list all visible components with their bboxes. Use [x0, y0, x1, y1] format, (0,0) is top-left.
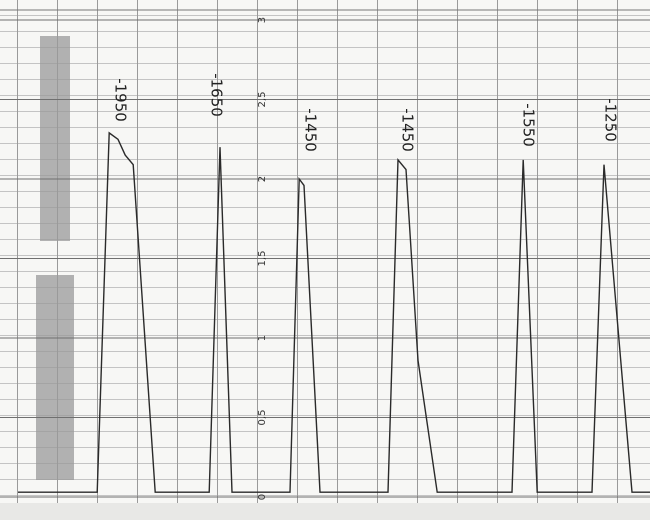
y-tick-label: 3	[257, 17, 268, 23]
y-tick-label: 2,5	[257, 92, 268, 108]
annotation: -1250	[602, 98, 620, 142]
annotation: -1550	[520, 103, 538, 147]
annotation: -1450	[302, 108, 320, 152]
y-tick-label: 0,5	[257, 410, 268, 426]
annotation: -1450	[399, 108, 417, 152]
paper-edge	[0, 503, 650, 520]
tape-strip	[36, 275, 74, 480]
y-tick-label: 1	[257, 335, 268, 341]
annotation: -1950	[112, 78, 130, 122]
annotation: -1650	[208, 73, 226, 117]
trace-line	[18, 131, 650, 493]
y-tick-label: 2	[257, 176, 268, 182]
tape-strip	[40, 36, 70, 241]
y-tick-label: 1,5	[257, 251, 268, 267]
y-tick-label: 0	[257, 494, 268, 500]
